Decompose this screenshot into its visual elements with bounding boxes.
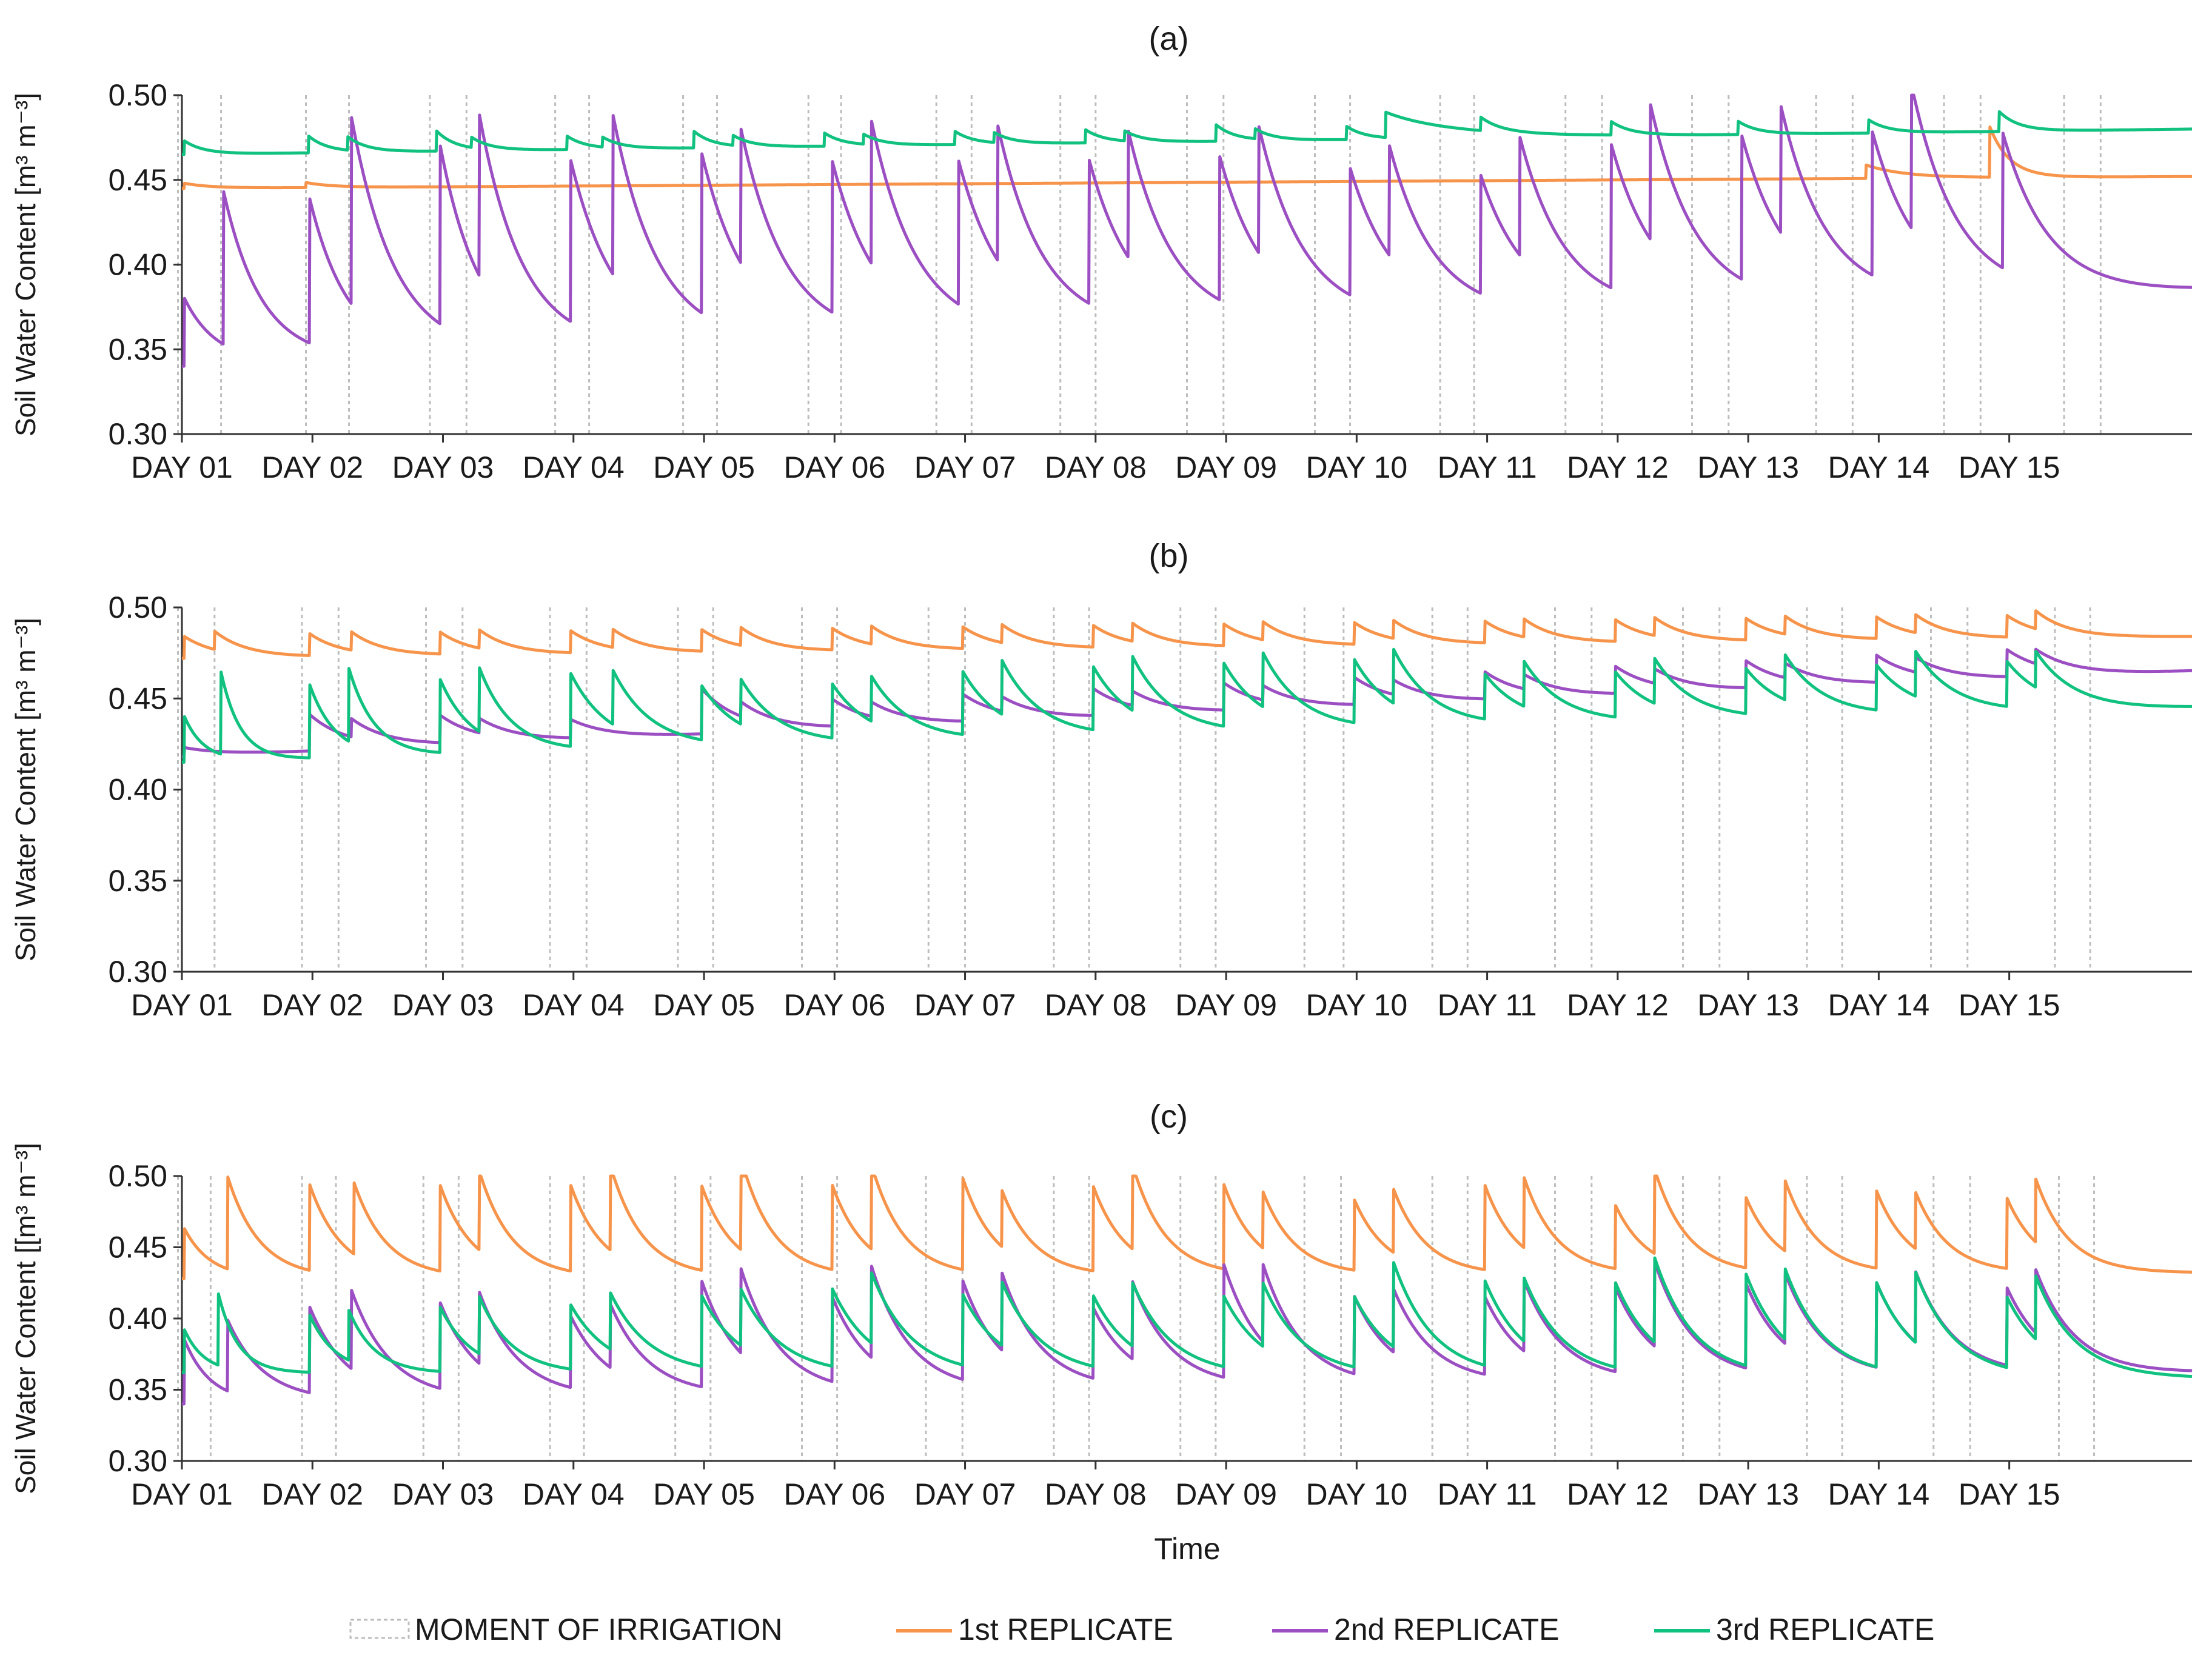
x-tick-label: DAY 07: [914, 1477, 1016, 1511]
legend-label-rep2: 2nd REPLICATE: [1334, 1613, 1559, 1646]
y-tick-label: 0.45: [109, 163, 167, 197]
x-tick-label: DAY 07: [914, 988, 1016, 1022]
x-tick-label: DAY 02: [261, 450, 363, 484]
x-tick-label: DAY 03: [392, 988, 494, 1022]
x-tick-label: DAY 04: [523, 988, 625, 1022]
legend-item-rep3: 3rd REPLICATE: [1654, 1613, 1934, 1646]
x-tick-label: DAY 06: [783, 450, 885, 484]
panel-title: (c): [1150, 1098, 1188, 1135]
x-tick-label: DAY 03: [392, 1477, 494, 1511]
x-tick-label: DAY 10: [1305, 450, 1407, 484]
x-axis-title-group: Time: [1154, 1532, 1220, 1566]
x-tick-label: DAY 10: [1305, 1477, 1407, 1511]
x-tick-label: DAY 12: [1567, 1477, 1669, 1511]
series-line-rep1: [181, 125, 2193, 190]
panel-title: (a): [1149, 21, 1189, 57]
x-tick-label: DAY 09: [1175, 988, 1277, 1022]
x-tick-label: DAY 01: [131, 1477, 233, 1511]
y-tick-label: 0.35: [109, 332, 167, 366]
x-tick-label: DAY 03: [392, 450, 494, 484]
x-tick-label: DAY 04: [523, 1477, 625, 1511]
legend-item-rep2: 2nd REPLICATE: [1272, 1613, 1559, 1646]
x-tick-label: DAY 12: [1567, 988, 1669, 1022]
y-tick-label: 0.40: [109, 1302, 167, 1335]
x-tick-label: DAY 08: [1045, 988, 1147, 1022]
x-axis-title: Time: [1154, 1532, 1220, 1566]
legend-item-rep1: 1st REPLICATE: [896, 1613, 1173, 1646]
x-tick-label: DAY 02: [261, 1477, 363, 1511]
x-tick-label: DAY 05: [653, 988, 755, 1022]
x-tick-label: DAY 05: [653, 450, 755, 484]
x-tick-label: DAY 06: [783, 988, 885, 1022]
x-tick-label: DAY 05: [653, 1477, 755, 1511]
y-tick-label: 0.40: [109, 248, 167, 282]
x-tick-label: DAY 09: [1175, 450, 1277, 484]
y-tick-label: 0.30: [109, 1444, 167, 1478]
chart-panels: (a) Soil Water Content [m³ m⁻³] 0.50 0.45 0.…: [10, 21, 2193, 1511]
x-tick-label: DAY 11: [1438, 1477, 1537, 1511]
y-axis-label: Soil Water Content [m³ m⁻³]: [10, 618, 41, 961]
x-tick-label: DAY 15: [1959, 988, 2060, 1022]
x-tick-label: DAY 01: [131, 450, 233, 484]
x-tick-label: DAY 11: [1438, 450, 1537, 484]
y-tick-label: 0.30: [109, 417, 167, 451]
series-line-rep3: [181, 647, 2193, 764]
x-tick-label: DAY 07: [914, 450, 1016, 484]
y-tick-label: 0.50: [109, 78, 167, 112]
x-tick-label: DAY 10: [1305, 988, 1407, 1022]
y-tick-label: 0.40: [109, 773, 167, 807]
series-line-rep1: [181, 609, 2193, 660]
y-tick-label: 0.30: [109, 955, 167, 989]
x-tick-label: DAY 11: [1438, 988, 1537, 1022]
x-tick-label: DAY 06: [783, 1477, 885, 1511]
x-tick-label: DAY 12: [1567, 450, 1669, 484]
series-line-rep3: [181, 1256, 2193, 1379]
y-tick-label: 0.35: [109, 864, 167, 898]
x-tick-label: DAY 02: [261, 988, 363, 1022]
x-tick-label: DAY 14: [1828, 450, 1930, 484]
x-tick-label: DAY 04: [523, 450, 625, 484]
x-tick-label: DAY 15: [1959, 450, 2060, 484]
x-tick-label: DAY 13: [1697, 988, 1799, 1022]
series-line-rep3: [181, 110, 2193, 156]
series-line-rep2: [181, 93, 2193, 368]
legend-label-rep1: 1st REPLICATE: [958, 1613, 1173, 1646]
y-tick-label: 0.45: [109, 1231, 167, 1265]
legend-label-rep3: 3rd REPLICATE: [1716, 1613, 1934, 1646]
x-tick-label: DAY 01: [131, 988, 233, 1022]
irrigation-markers: [177, 607, 2091, 972]
legend: MOMENT OF IRRIGATION 1st REPLICATE 2nd R…: [349, 1613, 1934, 1646]
panel-a: (a) Soil Water Content [m³ m⁻³] 0.50 0.45 0.…: [10, 21, 2193, 484]
panel-c: (c) Soil Water Content [[m³ m⁻³] 0.50 0.45 0…: [10, 1098, 2193, 1511]
y-tick-label: 0.45: [109, 681, 167, 715]
legend-label-irrigation: MOMENT OF IRRIGATION: [415, 1613, 782, 1646]
series-line-rep1: [181, 1174, 2193, 1280]
x-tick-label: DAY 13: [1697, 450, 1799, 484]
x-tick-label: DAY 14: [1828, 1477, 1930, 1511]
panel-b: (b) Soil Water Content [m³ m⁻³] 0.50 0.45 0.…: [10, 538, 2193, 1022]
x-tick-label: DAY 08: [1045, 450, 1147, 484]
x-tick-label: DAY 15: [1959, 1477, 2060, 1511]
panel-title: (b): [1149, 538, 1189, 574]
y-tick-label: 0.50: [109, 1159, 167, 1193]
y-tick-label: 0.35: [109, 1373, 167, 1407]
legend-swatch-irrigation: [349, 1619, 410, 1639]
y-axis-label: Soil Water Content [m³ m⁻³]: [10, 93, 41, 436]
legend-item-irrigation: MOMENT OF IRRIGATION: [349, 1613, 782, 1646]
x-tick-label: DAY 08: [1045, 1477, 1147, 1511]
y-axis-label: Soil Water Content [[m³ m⁻³]: [10, 1143, 41, 1494]
y-tick-label: 0.50: [109, 590, 167, 624]
x-tick-label: DAY 09: [1175, 1477, 1277, 1511]
series-line-rep2: [181, 647, 2193, 758]
x-tick-label: DAY 14: [1828, 988, 1930, 1022]
x-tick-label: DAY 13: [1697, 1477, 1799, 1511]
series-line-rep2: [181, 1260, 2193, 1406]
